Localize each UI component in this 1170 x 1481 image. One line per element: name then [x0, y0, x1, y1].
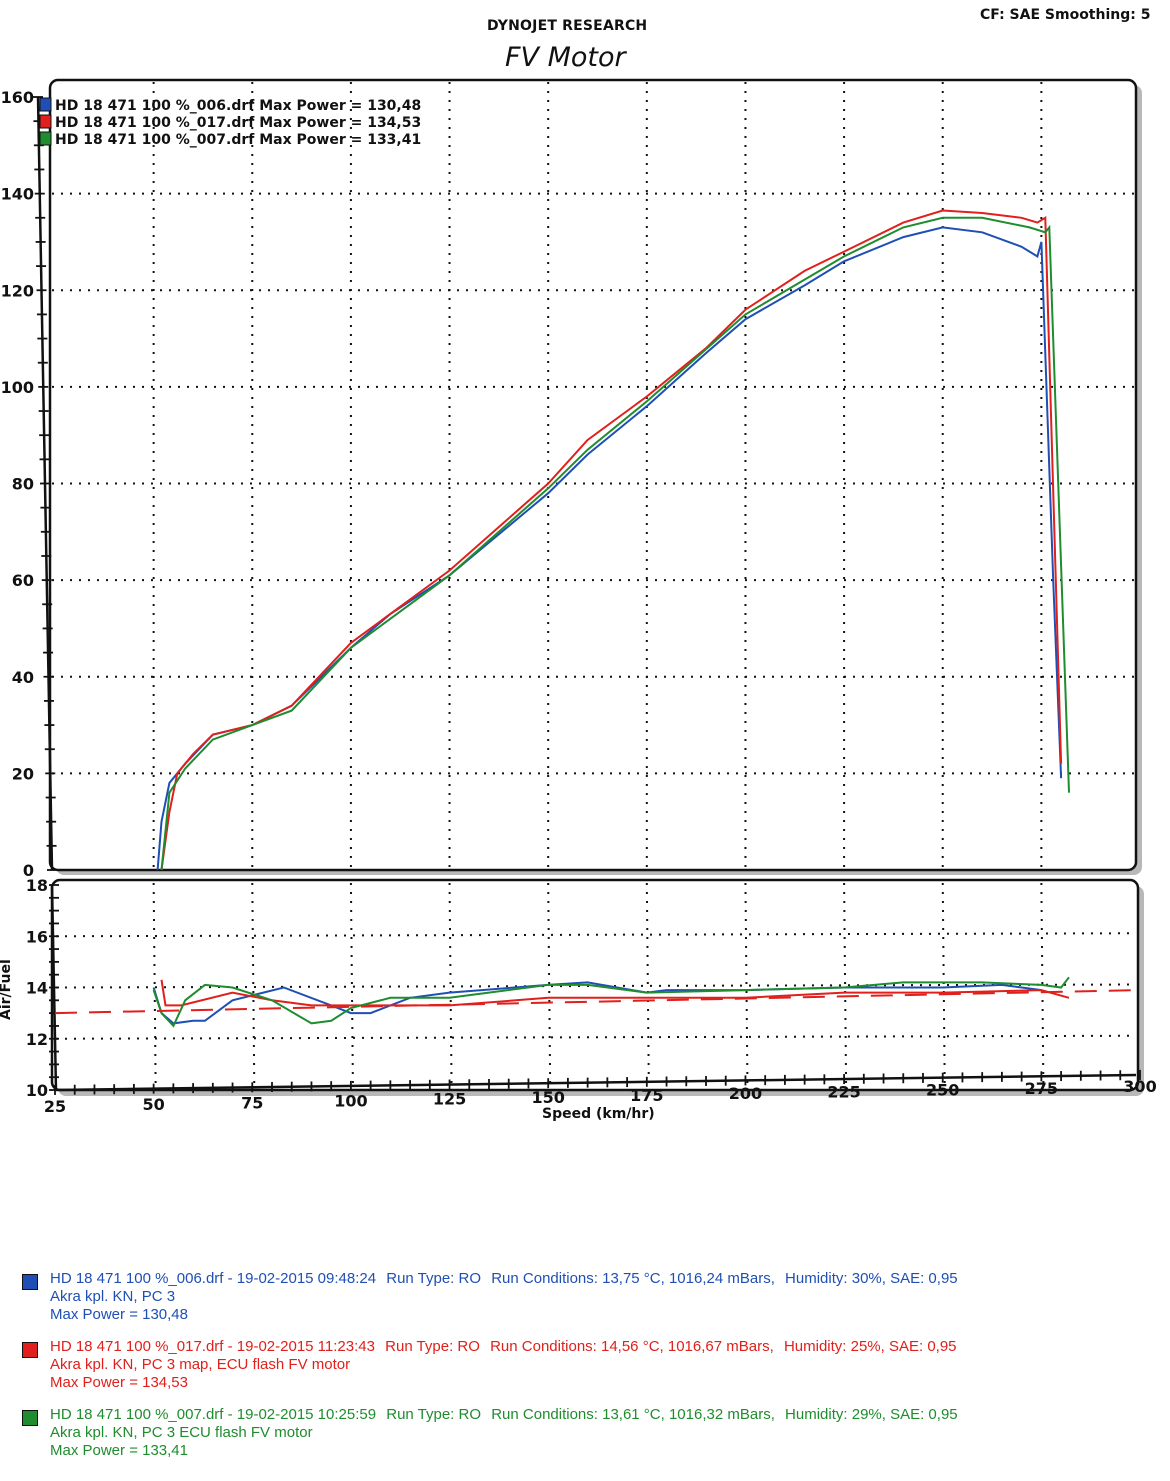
afr-y-axis-label: Air/Fuel: [0, 959, 14, 1020]
power-frame: [48, 78, 1138, 872]
run-file: HD 18 471 100 %_007.drf - 19-02-2015 10:…: [50, 1406, 377, 1423]
svg-text:40: 40: [12, 668, 34, 687]
run-type: Run Type: RO: [386, 1406, 482, 1423]
svg-text:80: 80: [12, 475, 34, 494]
svg-text:160: 160: [1, 88, 34, 107]
power-curves: [156, 209, 1070, 871]
run-note: Akra kpl. KN, PC 3 map, ECU flash FV mot…: [50, 1356, 351, 1373]
power-y-axis: 0 20 40 60 80 100 120 140 160: [1, 88, 57, 880]
brand-title: DYNOJET RESEARCH: [487, 18, 648, 34]
red-swatch-icon: [22, 1342, 38, 1358]
svg-text:HD 18 471 100 %_007.drf Max Po: HD 18 471 100 %_007.drf Max Power = 133,…: [55, 132, 421, 148]
svg-text:25: 25: [44, 1097, 66, 1116]
run-humidity: Humidity: 25%, SAE: 0,95: [783, 1338, 957, 1355]
run-conditions: Run Conditions: 13,61 °C, 1016,32 mBars,: [491, 1406, 775, 1423]
dyno-chart: 0 20 40 60 80 100 120 140 160 HD 18 471 100 %_00…: [0, 78, 1157, 1122]
svg-text:HD 18 471 100 %_017.drf Max Po: HD 18 471 100 %_017.drf Max Power = 134,…: [55, 115, 421, 131]
svg-text:12: 12: [26, 1030, 48, 1049]
svg-text:100: 100: [1, 378, 34, 397]
run-max-power: Max Power = 130,48: [50, 1306, 188, 1323]
x-axis: 25 50 75 100 125 150 175 200 225 250 275 300: [44, 1069, 1157, 1116]
run-note: Akra kpl. KN, PC 3 ECU flash FV motor: [50, 1424, 313, 1441]
legend-top: HD 18 471 100 %_006.drf Max Power = 130,…: [39, 97, 421, 148]
correction-settings: CF: SAE Smoothing: 5: [980, 7, 1151, 23]
run-file: HD 18 471 100 %_017.drf - 19-02-2015 11:…: [50, 1338, 375, 1355]
svg-text:175: 175: [630, 1086, 663, 1105]
run-conditions: Run Conditions: 13,75 °C, 1016,24 mBars,: [491, 1270, 775, 1287]
svg-text:100: 100: [334, 1092, 367, 1111]
afr-y-axis: 10 12 14 16 18: [26, 876, 59, 1100]
green-swatch-icon: [22, 1410, 38, 1426]
svg-text:75: 75: [241, 1093, 263, 1112]
svg-text:125: 125: [433, 1090, 466, 1109]
run-conditions: Run Conditions: 14,56 °C, 1016,67 mBars,: [490, 1338, 774, 1355]
svg-text:60: 60: [12, 571, 34, 590]
run-note: Akra kpl. KN, PC 3: [50, 1288, 176, 1305]
run-entry-017: HD 18 471 100 %_017.drf - 19-02-2015 11:…: [22, 1338, 1082, 1392]
svg-text:150: 150: [531, 1088, 564, 1107]
svg-text:20: 20: [12, 764, 34, 783]
run-humidity: Humidity: 30%, SAE: 0,95: [785, 1270, 958, 1287]
svg-text:18: 18: [26, 876, 48, 895]
svg-text:14: 14: [26, 979, 48, 998]
run-details: HD 18 471 100 %_006.drf - 19-02-2015 09:…: [22, 1270, 1082, 1474]
svg-text:10: 10: [26, 1081, 48, 1100]
svg-text:140: 140: [1, 185, 34, 204]
run-file: HD 18 471 100 %_006.drf - 19-02-2015 09:…: [50, 1270, 377, 1287]
run-max-power: Max Power = 133,41: [50, 1442, 188, 1459]
run-humidity: Humidity: 29%, SAE: 0,95: [785, 1406, 958, 1423]
run-max-power: Max Power = 134,53: [50, 1374, 188, 1391]
svg-text:0: 0: [23, 861, 34, 880]
svg-text:HD 18 471 100 %_006.drf Max Po: HD 18 471 100 %_006.drf Max Power = 130,…: [55, 98, 421, 114]
afr-curves: [54, 976, 1141, 1028]
run-entry-006: HD 18 471 100 %_006.drf - 19-02-2015 09:…: [22, 1270, 1082, 1324]
svg-text:16: 16: [26, 927, 48, 946]
x-axis-label: Speed (km/hr): [542, 1106, 655, 1122]
svg-text:200: 200: [729, 1084, 762, 1103]
svg-text:250: 250: [926, 1081, 959, 1100]
run-type: Run Type: RO: [385, 1338, 480, 1355]
blue-swatch-icon: [22, 1274, 38, 1290]
chart-title: FV Motor: [505, 42, 626, 73]
run-type: Run Type: RO: [386, 1270, 482, 1287]
svg-text:225: 225: [827, 1082, 860, 1101]
svg-text:275: 275: [1025, 1079, 1058, 1098]
svg-text:300: 300: [1123, 1077, 1156, 1096]
power-grid: [52, 82, 1134, 868]
svg-text:50: 50: [143, 1095, 165, 1114]
svg-text:120: 120: [1, 281, 34, 300]
run-entry-007: HD 18 471 100 %_007.drf - 19-02-2015 10:…: [22, 1406, 1082, 1460]
